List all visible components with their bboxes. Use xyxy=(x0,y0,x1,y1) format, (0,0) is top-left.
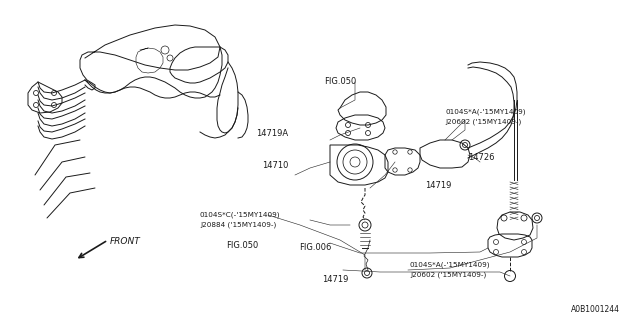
Text: FIG.050: FIG.050 xyxy=(226,241,258,250)
Text: FIG.050: FIG.050 xyxy=(324,77,356,86)
Text: 14719: 14719 xyxy=(425,180,451,189)
Text: 14719: 14719 xyxy=(322,276,348,284)
Text: A0B1001244: A0B1001244 xyxy=(571,306,620,315)
Text: 14719A: 14719A xyxy=(256,129,288,138)
Text: FIG.006: FIG.006 xyxy=(299,244,331,252)
Text: 0104S*C(-'15MY1409): 0104S*C(-'15MY1409) xyxy=(200,212,280,218)
Text: 14726: 14726 xyxy=(468,154,495,163)
Text: J20602 ('15MY1409-): J20602 ('15MY1409-) xyxy=(410,272,486,278)
Text: J20602 ('15MY1409-): J20602 ('15MY1409-) xyxy=(445,119,521,125)
Text: J20884 ('15MY1409-): J20884 ('15MY1409-) xyxy=(200,222,276,228)
Text: FRONT: FRONT xyxy=(110,237,141,246)
Text: 0104S*A(-'15MY1409): 0104S*A(-'15MY1409) xyxy=(410,262,490,268)
Text: 0104S*A(-'15MY1409): 0104S*A(-'15MY1409) xyxy=(445,109,525,115)
Text: 14710: 14710 xyxy=(262,161,288,170)
